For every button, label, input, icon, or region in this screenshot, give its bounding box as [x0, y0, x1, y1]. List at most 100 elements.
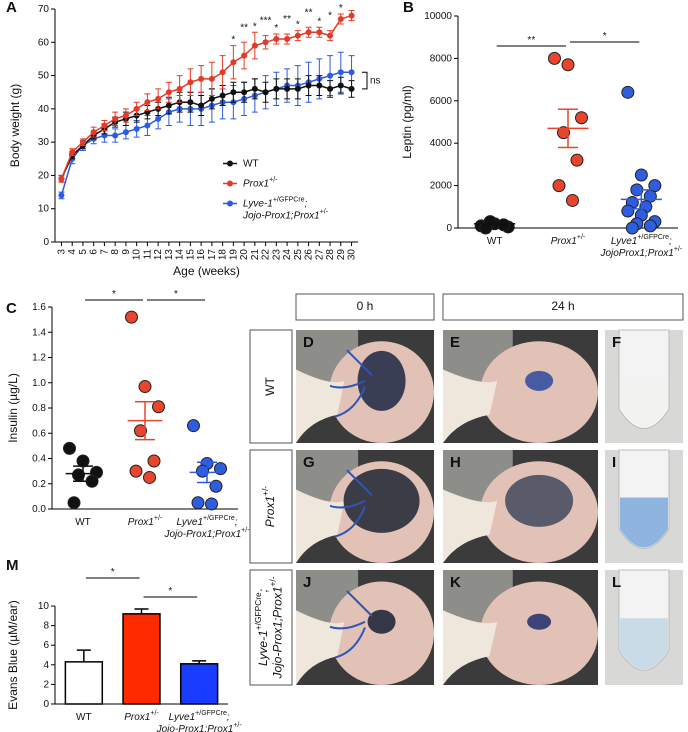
dye-spot [527, 613, 552, 630]
x-tick-label: 12 [153, 249, 164, 261]
x-tick-label: Prox1+/- [551, 234, 586, 246]
x-tick-label: 30 [346, 249, 357, 261]
dot [196, 464, 209, 478]
y-tick-label: 1.0 [32, 377, 46, 388]
dot [209, 479, 223, 493]
dot [205, 497, 218, 511]
dot [187, 419, 200, 433]
dot [191, 496, 205, 510]
column-header-box [442, 293, 684, 321]
row-label-box [249, 449, 293, 564]
y-axis-title: Insulin (µg/L) [6, 373, 20, 443]
point [241, 89, 248, 96]
x-tick-label: Lyve1+/GFPCre; Jojo-Prox1;Prox1+/- [156, 710, 243, 732]
point [187, 79, 194, 86]
dot [561, 58, 575, 72]
significance-label: * [350, 0, 354, 1]
point [294, 32, 301, 39]
x-tick-label: WT [76, 712, 92, 723]
y-tick-label: 1.2 [32, 352, 46, 363]
dot [125, 310, 138, 324]
dot [152, 400, 165, 414]
x-tick-label: Lyve1+/GFPCre; Jojo-Prox1;Prox1+/- [163, 515, 250, 539]
dot [643, 219, 657, 233]
significance-label: ** [305, 7, 313, 18]
bar [122, 613, 161, 705]
sem-bar [631, 189, 652, 210]
significance-label: * [112, 289, 116, 300]
legend-label: Lyve-1+/GFPCre; Jojo-Prox1;Prox1+/- [242, 197, 329, 221]
point [327, 32, 334, 39]
dot [76, 454, 90, 468]
dot [63, 441, 76, 455]
error-bar [134, 608, 149, 614]
tube-liquid [620, 377, 668, 428]
y-tick-label: 10 [38, 601, 50, 612]
point [155, 115, 162, 122]
x-tick-label: Lyve1+/GFPCre; JojoProx1;Prox1+/- [599, 234, 682, 258]
y-tick-label: 0 [446, 223, 452, 234]
significance-label: * [296, 19, 300, 30]
row-label-box [249, 569, 293, 686]
dye-spot [367, 609, 396, 634]
point [144, 99, 151, 106]
x-tick-label: 18 [217, 249, 228, 261]
row-label: WT [263, 377, 277, 396]
significance-label: * [111, 567, 115, 578]
point [79, 139, 86, 146]
dot [566, 193, 579, 207]
ear [480, 341, 598, 443]
point [112, 132, 119, 139]
point [327, 85, 334, 92]
y-tick-label: 6 [43, 640, 49, 651]
point [305, 29, 312, 36]
x-tick-label: 13 [164, 249, 175, 261]
panel-letter: L [612, 574, 621, 591]
dot [548, 51, 561, 65]
point [337, 82, 344, 89]
point [316, 29, 323, 36]
sem-bar [135, 400, 155, 441]
row-label-box [249, 329, 293, 444]
point [133, 125, 140, 132]
point [208, 95, 215, 102]
panel-letter: C [6, 300, 17, 317]
panel-letter: F [612, 334, 621, 351]
legend-label: Prox1+/- [243, 177, 278, 189]
column-header: 24 h [551, 299, 574, 313]
x-tick-label: 6 [88, 249, 99, 255]
point [90, 129, 97, 136]
series-line [60, 71, 352, 196]
dot [557, 126, 570, 140]
legend-marker [227, 180, 233, 187]
y-tick-label: 4 [43, 659, 49, 670]
y-tick-label: 0.4 [32, 453, 46, 464]
x-tick-label: 26 [303, 249, 314, 261]
y-tick-label: 60 [38, 37, 50, 48]
point [58, 192, 65, 199]
dot [129, 464, 143, 478]
bar [179, 663, 219, 705]
ns-label: ns [370, 75, 381, 86]
panel-letter: M [6, 557, 19, 574]
x-tick-label: 9 [121, 249, 132, 255]
x-tick-label: 11 [142, 249, 153, 260]
y-tick-label: 0 [43, 699, 49, 710]
point [69, 149, 76, 156]
dot [634, 168, 648, 182]
error-bar [76, 649, 91, 662]
sem-bar [558, 108, 578, 149]
ns-bracket [362, 71, 368, 90]
y-tick-label: 40 [38, 103, 50, 114]
significance-label: * [168, 586, 172, 597]
dot [625, 221, 639, 235]
y-axis-title: Evans Blue (µM/ear) [6, 600, 20, 710]
x-tick-label: 10 [131, 249, 142, 261]
dot [143, 470, 156, 484]
x-tick-label: Prox1+/- [128, 515, 163, 527]
significance-label: * [274, 23, 278, 34]
x-tick-label: 17 [207, 249, 218, 261]
y-tick-label: 50 [38, 70, 50, 81]
legend-label: WT [243, 158, 259, 169]
x-tick-label: 23 [271, 249, 282, 261]
